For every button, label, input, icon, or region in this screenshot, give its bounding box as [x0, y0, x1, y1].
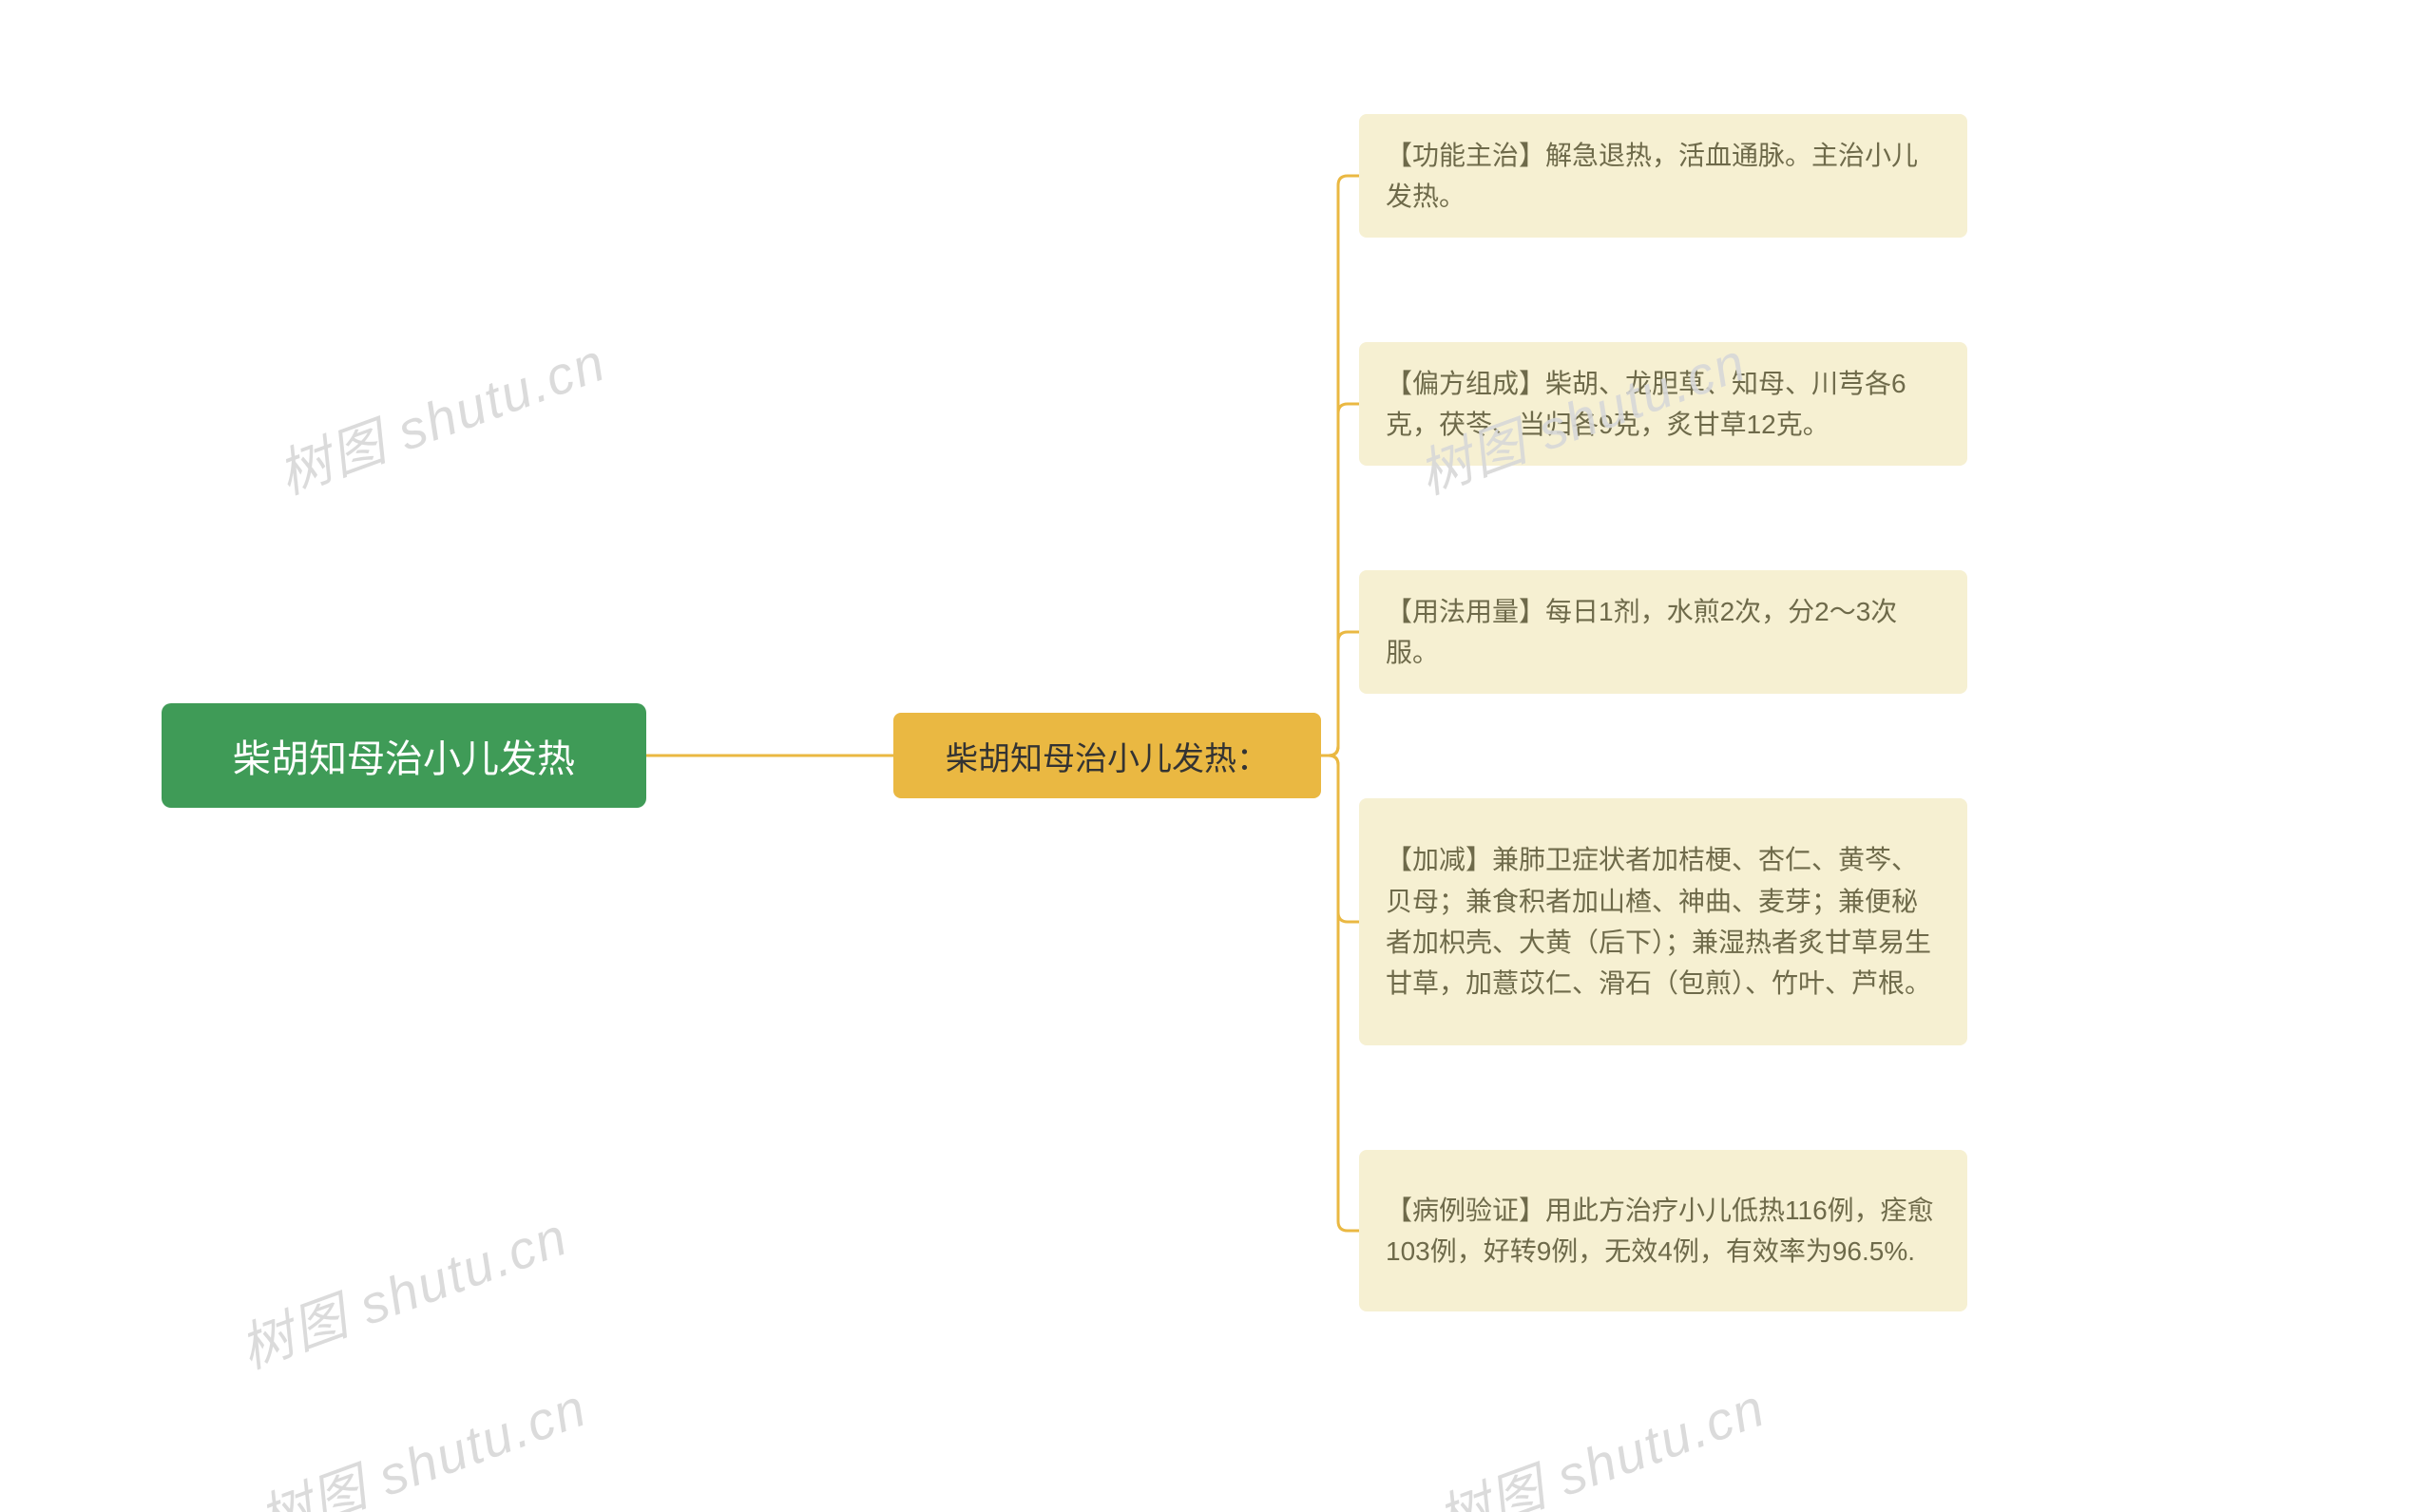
mid-node: 柴胡知母治小儿发热： — [893, 713, 1321, 798]
mid-node-label: 柴胡知母治小儿发热： — [946, 733, 1269, 779]
leaf-node-1-label: 【偏方组成】柴胡、龙胆草、知母、川芎各6克，茯苓、当归各9克，炙甘草12克。 — [1386, 363, 1941, 446]
leaf-node-3-label: 【加减】兼肺卫症状者加桔梗、杏仁、黄芩、贝母；兼食积者加山楂、神曲、麦芽；兼便秘… — [1386, 839, 1941, 1005]
leaf-node-0: 【功能主治】解急退热，活血通脉。主治小儿发热。 — [1359, 114, 1967, 238]
leaf-node-4-label: 【病例验证】用此方治疗小儿低热116例，痊愈103例，好转9例，无效4例，有效率… — [1386, 1190, 1941, 1273]
root-node: 柴胡知母治小儿发热 — [162, 703, 646, 808]
watermark-0: 树图 shutu.cn — [266, 319, 615, 509]
leaf-node-4: 【病例验证】用此方治疗小儿低热116例，痊愈103例，好转9例，无效4例，有效率… — [1359, 1150, 1967, 1311]
root-node-label: 柴胡知母治小儿发热 — [233, 728, 575, 783]
leaf-node-2: 【用法用量】每日1剂，水煎2次，分2～3次服。 — [1359, 570, 1967, 694]
watermark-2: 树图 shutu.cn — [228, 1194, 577, 1384]
watermark-3: 树图 shutu.cn — [247, 1365, 596, 1512]
leaf-node-0-label: 【功能主治】解急退热，活血通脉。主治小儿发热。 — [1386, 135, 1941, 218]
leaf-node-1: 【偏方组成】柴胡、龙胆草、知母、川芎各6克，茯苓、当归各9克，炙甘草12克。 — [1359, 342, 1967, 466]
watermark-4: 树图 shutu.cn — [1426, 1365, 1774, 1512]
leaf-node-2-label: 【用法用量】每日1剂，水煎2次，分2～3次服。 — [1386, 591, 1941, 674]
leaf-node-3: 【加减】兼肺卫症状者加桔梗、杏仁、黄芩、贝母；兼食积者加山楂、神曲、麦芽；兼便秘… — [1359, 798, 1967, 1045]
